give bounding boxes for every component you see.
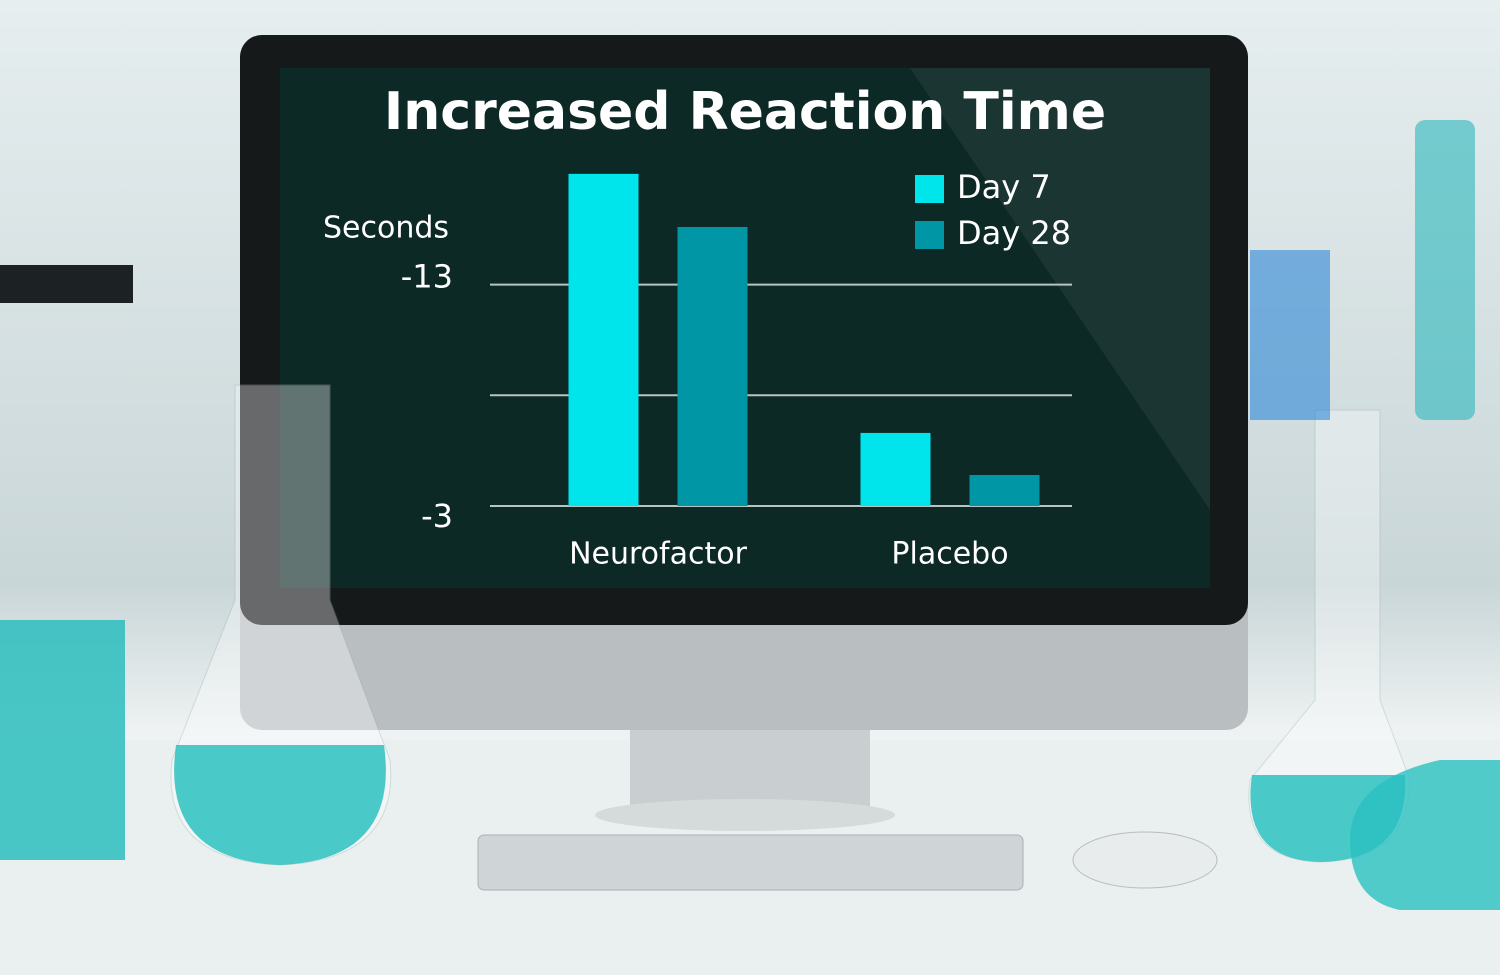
chart-title: Increased Reaction Time (384, 82, 1106, 142)
beaker-lid (0, 265, 133, 303)
y-tick-label: -13 (401, 258, 453, 296)
flask-liquid (174, 745, 386, 865)
legend-label: Day 28 (957, 214, 1071, 252)
bar (860, 432, 931, 506)
bottle (1415, 120, 1475, 420)
mouse (1072, 831, 1218, 889)
y-tick-label: -3 (421, 497, 453, 535)
x-tick-label: Placebo (891, 537, 1008, 572)
bar (568, 173, 639, 506)
glare (910, 68, 1210, 510)
flask-far-right-liquid (1350, 760, 1500, 910)
keyboard (477, 834, 1024, 891)
bar (677, 227, 748, 506)
beaker-liquid (0, 620, 125, 860)
y-axis-label: Seconds (323, 211, 449, 246)
legend-label: Day 7 (957, 168, 1051, 206)
stand-base (595, 799, 895, 831)
bar (969, 475, 1040, 506)
legend-swatch (915, 221, 944, 249)
legend-swatch (915, 175, 944, 203)
x-tick-label: Neurofactor (569, 537, 747, 572)
bottle-blue (1250, 250, 1330, 420)
